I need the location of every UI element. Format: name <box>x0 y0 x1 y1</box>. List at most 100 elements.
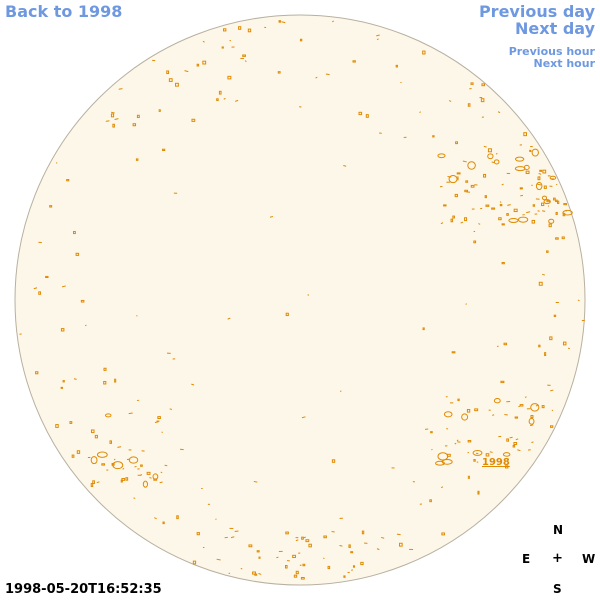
contour-fragment <box>541 210 546 212</box>
contour-fragment <box>519 404 524 407</box>
contour-fragment <box>90 456 98 465</box>
contour-fragment <box>562 209 573 216</box>
contour-fragment <box>159 481 163 484</box>
contour-fragment <box>242 54 246 57</box>
contour-fragment <box>128 412 133 415</box>
contour-fragment <box>502 452 511 457</box>
contour-fragment <box>450 218 454 223</box>
contour-fragment <box>513 442 518 445</box>
contour-fragment <box>191 118 196 122</box>
back-to-year-link[interactable]: Back to 1998 <box>5 2 123 21</box>
contour-fragment <box>284 564 288 569</box>
contour-fragment <box>503 342 508 346</box>
contour-fragment <box>491 161 495 163</box>
contour-fragment <box>71 454 75 458</box>
contour-fragment <box>146 471 151 475</box>
contour-fragment <box>464 217 468 222</box>
contour-fragment <box>103 367 107 371</box>
previous-day-link[interactable]: Previous day <box>478 2 595 21</box>
contour-fragment <box>467 451 470 454</box>
contour-fragment <box>325 73 330 76</box>
contour-fragment <box>175 82 179 87</box>
contour-fragment <box>38 291 42 295</box>
contour-fragment <box>247 28 252 33</box>
contour-fragment <box>549 175 557 180</box>
contour-fragment <box>508 218 519 223</box>
compass-center-icon: + <box>552 551 563 566</box>
contour-fragment <box>196 532 200 536</box>
contour-fragment <box>452 215 455 219</box>
contour-fragment <box>218 90 222 95</box>
contour-fragment <box>158 109 161 112</box>
contour-fragment <box>73 378 77 380</box>
contour-fragment <box>350 551 354 554</box>
contour-fragment <box>454 193 458 198</box>
contour-fragment <box>192 560 197 565</box>
next-day-link[interactable]: Next day <box>515 19 595 38</box>
contour-fragment <box>549 336 553 341</box>
contour-fragment <box>365 114 369 118</box>
contour-fragment <box>80 299 85 303</box>
contour-fragment <box>339 390 342 393</box>
contour-fragment <box>525 170 530 175</box>
contour-fragment <box>465 180 469 183</box>
contour-fragment <box>504 465 509 469</box>
contour-fragment <box>295 570 299 575</box>
contour-fragment <box>528 417 535 425</box>
contour-fragment <box>422 327 425 331</box>
contour-fragment <box>485 453 490 457</box>
contour-fragment <box>152 473 159 480</box>
contour-fragment <box>252 571 256 575</box>
contour-fragment <box>440 222 444 225</box>
contour-fragment <box>76 450 81 454</box>
contour-fragment <box>531 441 534 444</box>
contour-fragment <box>523 132 528 137</box>
contour-fragment <box>473 240 477 244</box>
contour-fragment <box>111 111 115 114</box>
contour-fragment <box>529 424 534 427</box>
contour-fragment <box>464 189 468 193</box>
contour-fragment <box>45 275 49 279</box>
contour-fragment <box>122 468 125 470</box>
contour-fragment <box>483 173 487 178</box>
contour-fragment <box>501 223 505 226</box>
contour-fragment <box>555 211 558 215</box>
contour-fragment <box>499 204 503 207</box>
contour-fragment <box>154 421 159 424</box>
contour-fragment <box>487 153 494 160</box>
contour-fragment <box>489 451 493 453</box>
contour-fragment <box>419 111 422 113</box>
contour-fragment <box>501 261 505 265</box>
contour-fragment <box>514 166 526 172</box>
contour-fragment <box>506 213 509 216</box>
next-hour-link[interactable]: Next hour <box>533 57 596 70</box>
contour-fragment <box>456 439 459 442</box>
contour-fragment <box>104 413 112 418</box>
contour-fragment <box>470 184 475 188</box>
contour-fragment <box>467 440 472 443</box>
contour-fragment <box>94 434 98 439</box>
contour-fragment <box>118 88 123 90</box>
contour-fragment <box>531 148 539 157</box>
previous-hour-link[interactable]: Previous hour <box>508 45 595 58</box>
contour-fragment <box>530 415 534 419</box>
contour-fragment <box>162 521 165 525</box>
contour-fragment <box>470 82 474 85</box>
contour-fragment <box>548 218 555 224</box>
contour-fragment <box>132 123 137 127</box>
active-region-label[interactable]: 1998 <box>482 457 510 468</box>
compass-south-label: S <box>553 582 562 596</box>
contour-fragment <box>96 451 108 458</box>
contour-fragment <box>323 557 325 560</box>
contour-fragment <box>537 183 542 186</box>
contour-fragment <box>474 408 479 412</box>
contour-fragment <box>451 351 456 354</box>
contour-fragment <box>541 195 548 201</box>
contour-fragment <box>256 550 260 553</box>
contour-fragment <box>555 237 559 240</box>
contour-fragment <box>202 60 207 65</box>
contour-fragment <box>278 20 281 23</box>
contour-fragment <box>235 99 239 102</box>
